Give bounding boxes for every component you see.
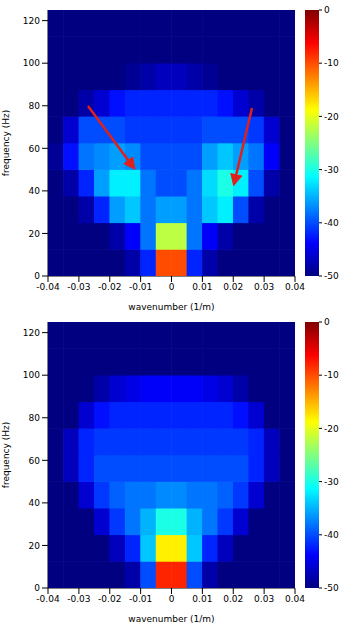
svg-text:80: 80: [29, 101, 41, 111]
svg-text:0.04: 0.04: [285, 594, 305, 604]
svg-text:60: 60: [29, 456, 41, 466]
svg-text:frequency (Hz): frequency (Hz): [1, 422, 11, 489]
svg-text:40: 40: [29, 498, 41, 508]
svg-text:-40: -40: [324, 530, 339, 540]
svg-text:0.02: 0.02: [223, 282, 243, 292]
svg-text:0: 0: [34, 583, 40, 593]
svg-text:-50: -50: [324, 583, 339, 593]
svg-text:0: 0: [324, 317, 330, 327]
svg-text:0: 0: [169, 594, 175, 604]
svg-text:120: 120: [23, 16, 40, 26]
svg-text:0.01: 0.01: [192, 282, 212, 292]
svg-text:0.03: 0.03: [254, 594, 274, 604]
svg-text:-50: -50: [324, 271, 339, 281]
svg-text:80: 80: [29, 413, 41, 423]
svg-text:40: 40: [29, 186, 41, 196]
svg-text:100: 100: [23, 58, 40, 68]
svg-text:-40: -40: [324, 218, 339, 228]
svg-text:60: 60: [29, 144, 41, 154]
svg-text:20: 20: [29, 229, 41, 239]
svg-text:wavenumber (1/m): wavenumber (1/m): [128, 302, 214, 312]
svg-text:-0.01: -0.01: [129, 594, 152, 604]
svg-text:-0.04: -0.04: [36, 594, 60, 604]
svg-text:-20: -20: [324, 424, 339, 434]
svg-text:0.04: 0.04: [285, 282, 305, 292]
svg-text:0: 0: [34, 271, 40, 281]
svg-text:0: 0: [324, 5, 330, 15]
svg-text:-0.01: -0.01: [129, 282, 152, 292]
svg-text:-0.02: -0.02: [98, 282, 121, 292]
svg-text:frequency (Hz): frequency (Hz): [1, 110, 11, 177]
svg-text:-10: -10: [324, 370, 339, 380]
svg-text:100: 100: [23, 370, 40, 380]
svg-text:0.03: 0.03: [254, 282, 274, 292]
svg-text:wavenumber (1/m): wavenumber (1/m): [128, 614, 214, 624]
svg-text:120: 120: [23, 328, 40, 338]
svg-text:-10: -10: [324, 58, 339, 68]
svg-text:-0.03: -0.03: [67, 594, 90, 604]
svg-text:20: 20: [29, 541, 41, 551]
svg-text:0: 0: [169, 282, 175, 292]
svg-text:-0.02: -0.02: [98, 594, 121, 604]
svg-text:-30: -30: [324, 477, 339, 487]
svg-text:-0.03: -0.03: [67, 282, 90, 292]
svg-text:-30: -30: [324, 165, 339, 175]
svg-text:0.02: 0.02: [223, 594, 243, 604]
svg-text:0.01: 0.01: [192, 594, 212, 604]
svg-text:-20: -20: [324, 112, 339, 122]
svg-text:-0.04: -0.04: [36, 282, 60, 292]
